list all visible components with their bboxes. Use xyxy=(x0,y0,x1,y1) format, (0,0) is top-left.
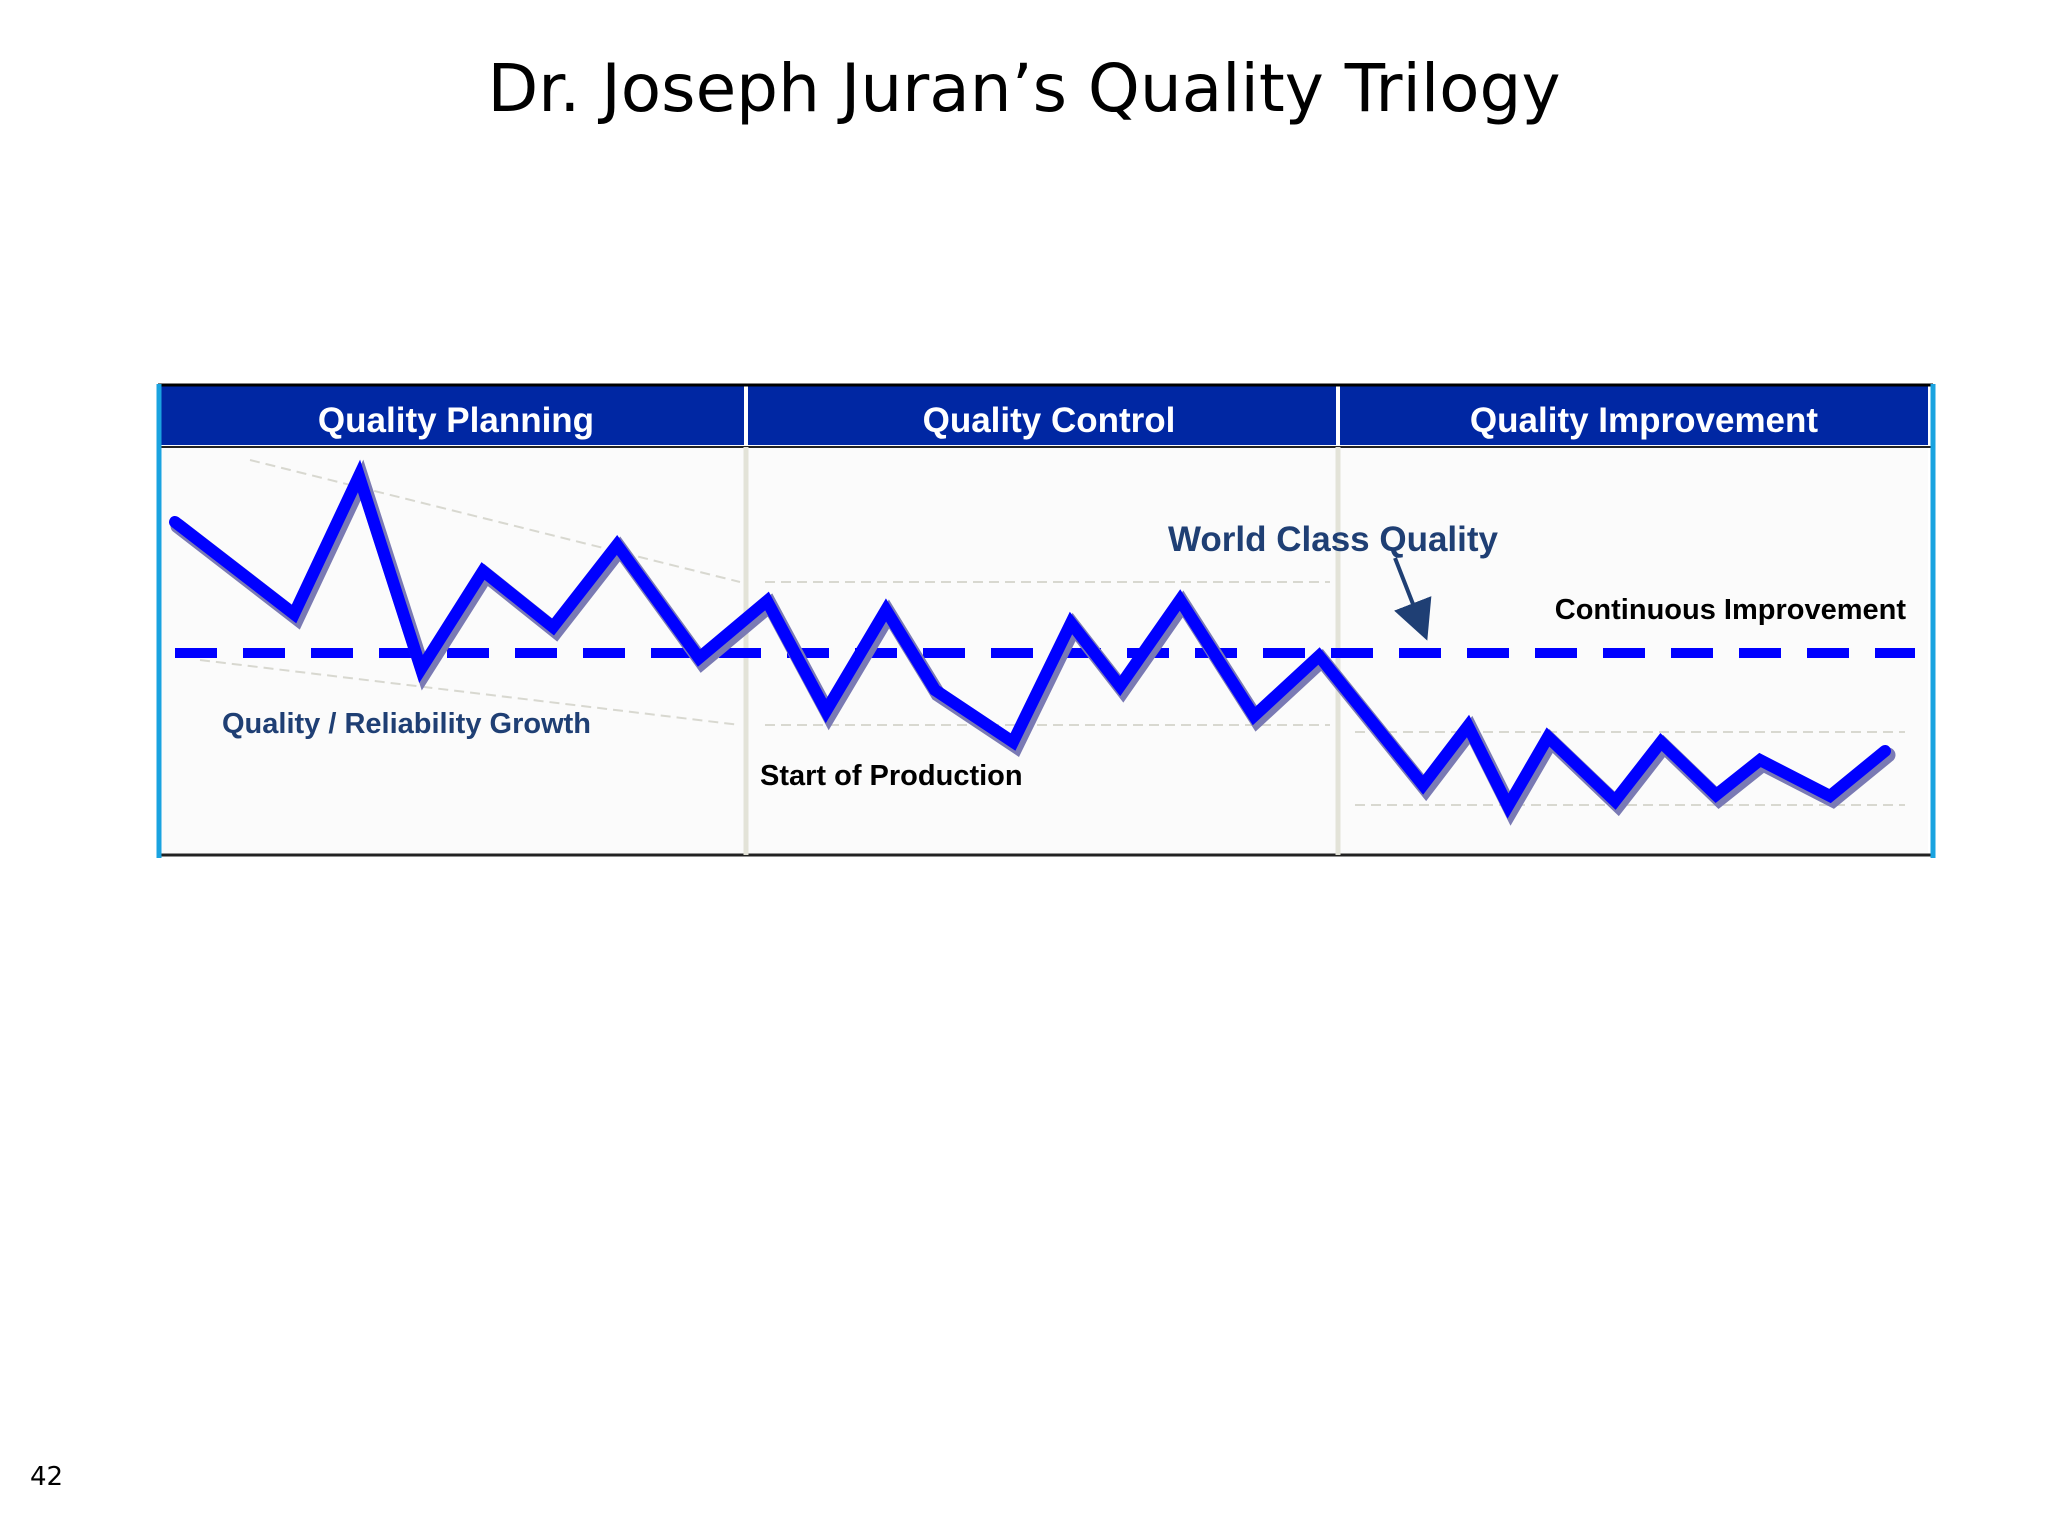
start-of-production-label: Start of Production xyxy=(760,760,1023,792)
world-class-arrow xyxy=(1393,557,1432,641)
phase-label-control: Quality Control xyxy=(923,401,1176,440)
world-class-quality-label: World Class Quality xyxy=(1168,520,1499,559)
phase-header-band xyxy=(158,385,1928,445)
phase-label-improvement: Quality Improvement xyxy=(1470,401,1818,440)
slide-title: Dr. Joseph Juran’s Quality Trilogy xyxy=(487,50,1561,127)
quality-reliability-growth-label: Quality / Reliability Growth xyxy=(222,708,591,740)
control-envelope xyxy=(199,459,1905,806)
page-number: 42 xyxy=(30,1462,64,1492)
continuous-improvement-label: Continuous Improvement xyxy=(1555,594,1907,626)
phase-label-planning: Quality Planning xyxy=(318,401,594,440)
quality-performance-line xyxy=(169,459,1891,819)
